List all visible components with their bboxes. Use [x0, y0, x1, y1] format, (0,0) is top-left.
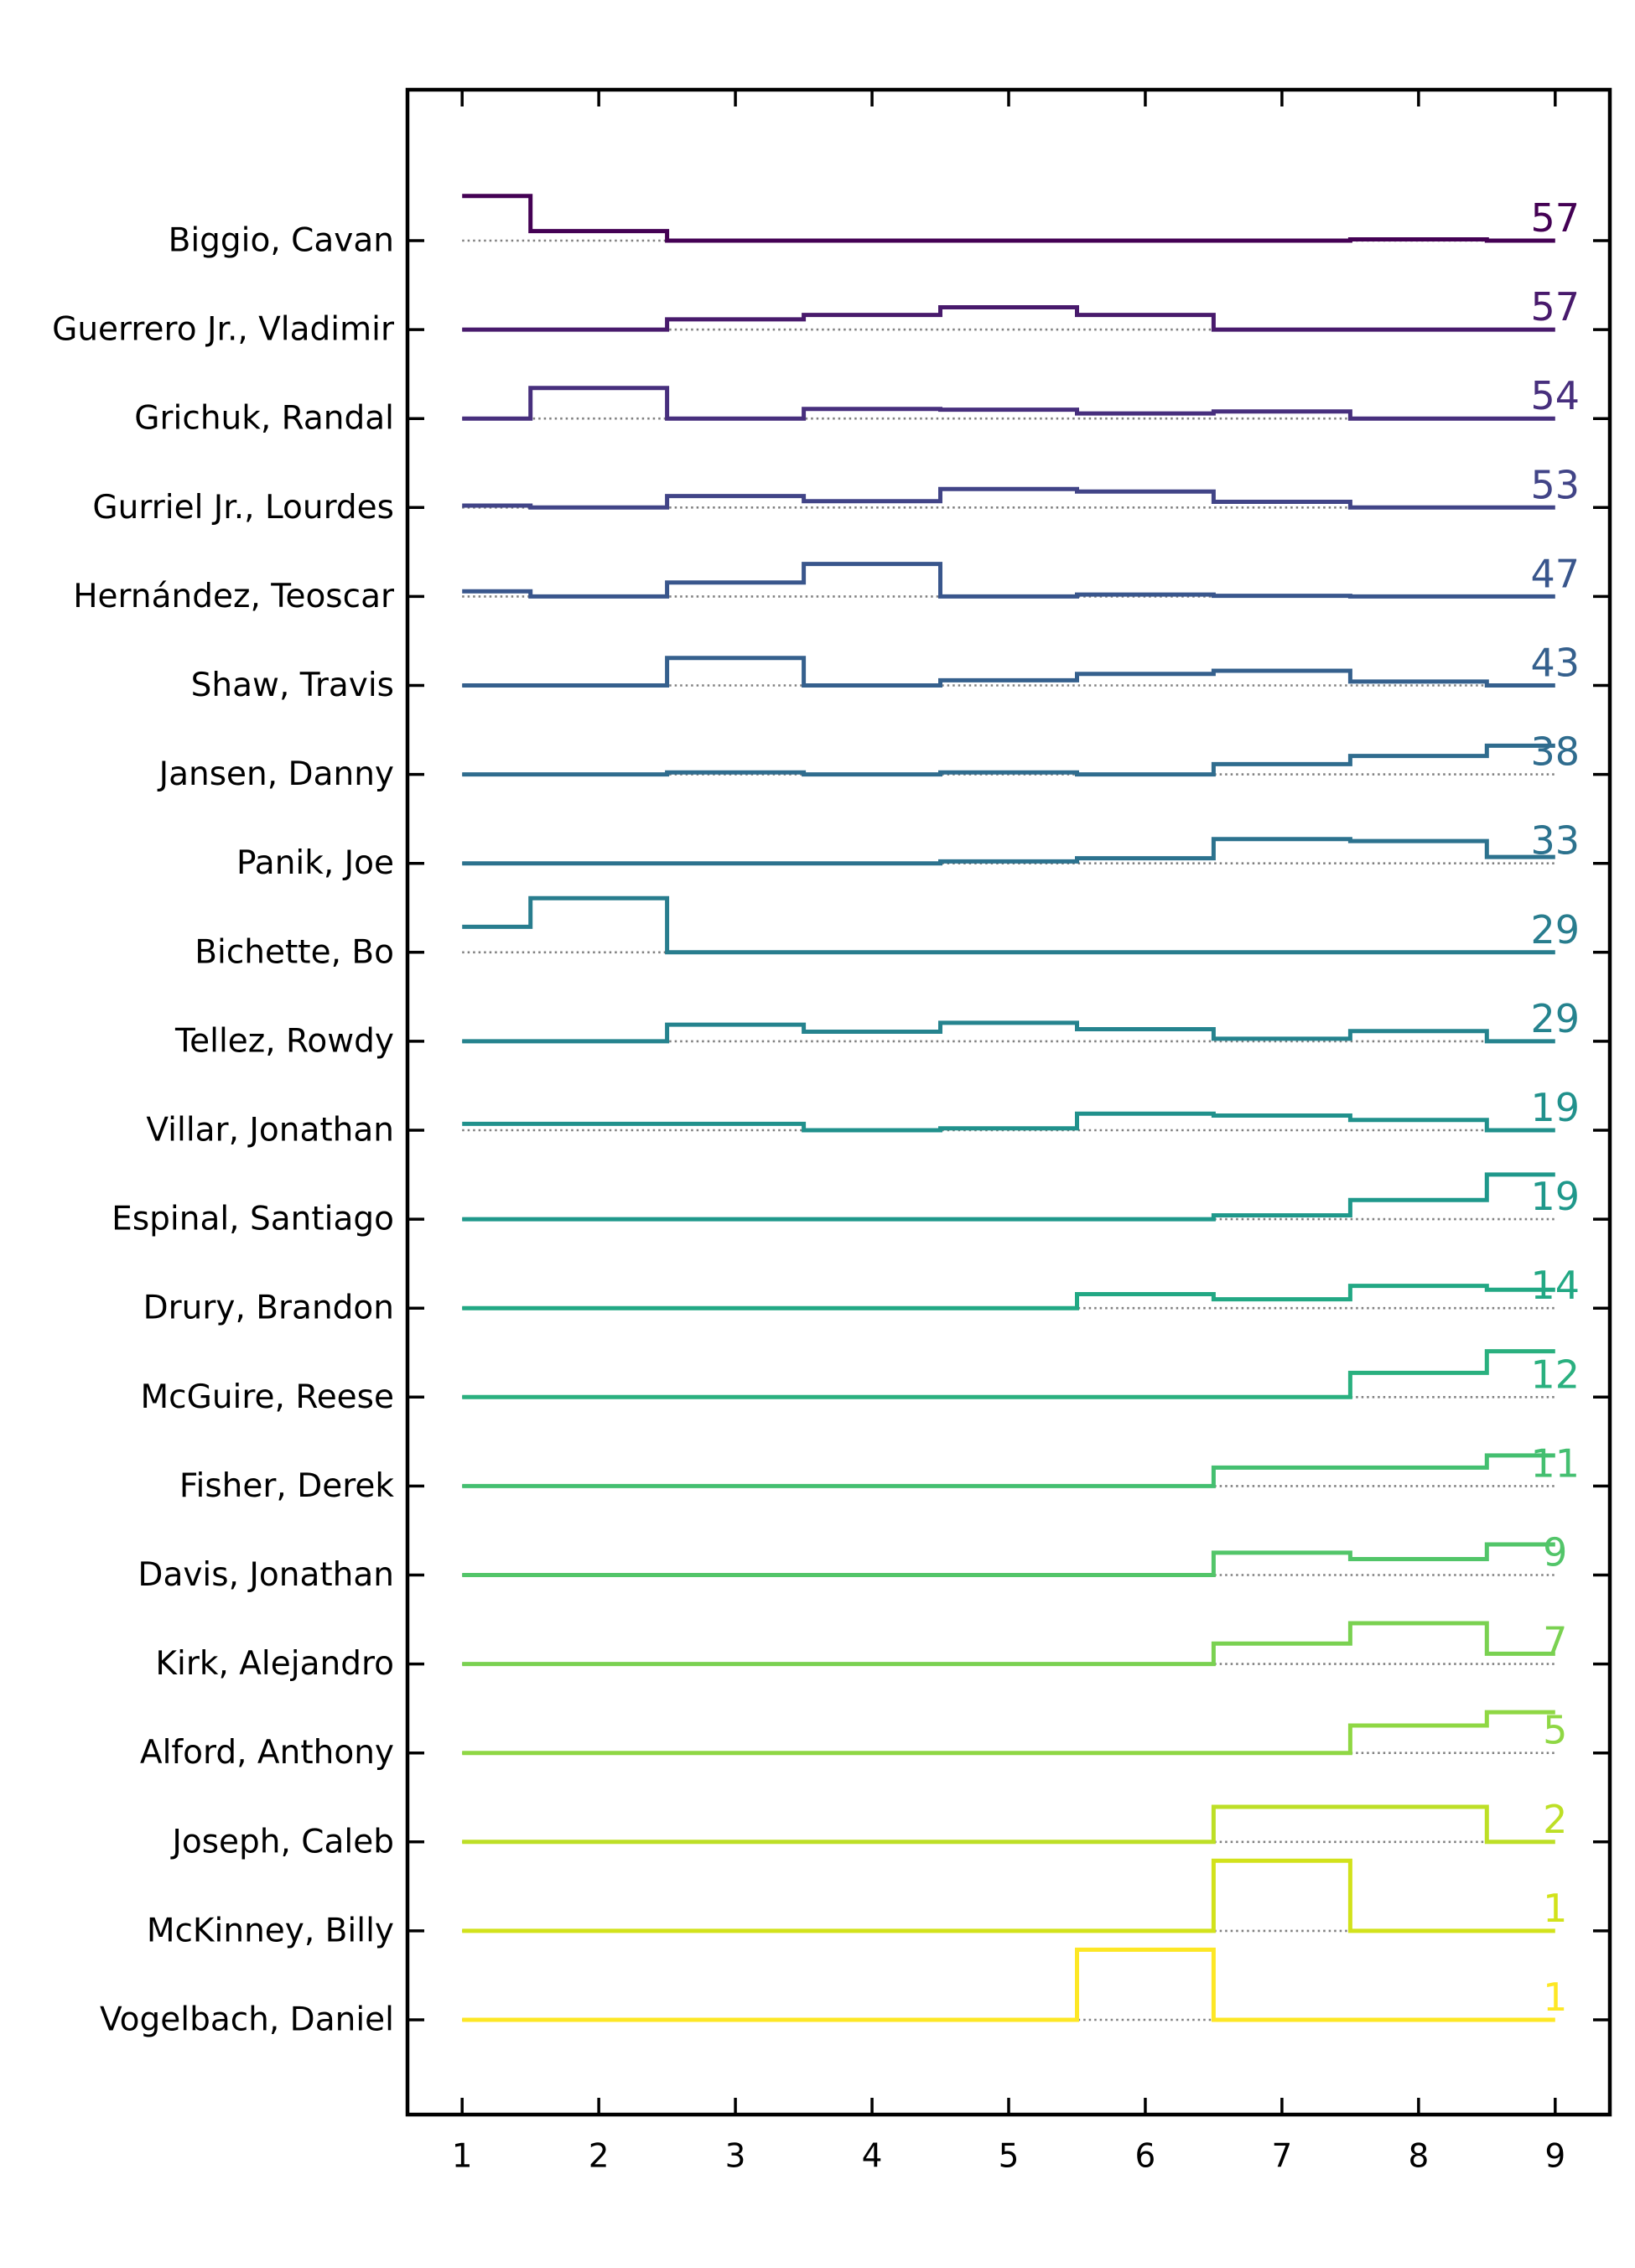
series-line — [462, 486, 1555, 510]
series-line — [462, 837, 1555, 866]
x-tick-label: 9 — [1544, 2138, 1565, 2176]
series-line — [462, 743, 1555, 777]
series-total-label: 33 — [1531, 818, 1580, 864]
y-tick-label: Grichuk, Randal — [134, 400, 394, 438]
y-tick-label: McKinney, Billy — [147, 1912, 394, 1949]
series-total-label: 14 — [1531, 1263, 1580, 1308]
y-tick-label: Jansen, Danny — [157, 755, 394, 793]
series-total-label: 5 — [1543, 1708, 1567, 1753]
y-tick-label: Panik, Joe — [236, 844, 394, 882]
series-total-label: 1 — [1543, 1975, 1567, 2020]
y-tick-label: Gurriel Jr., Lourdes — [92, 489, 394, 527]
series-line — [462, 1710, 1555, 1756]
series-total-label: 19 — [1531, 1085, 1580, 1130]
series-line — [462, 1542, 1555, 1577]
series-total-label: 53 — [1531, 462, 1580, 507]
series-line — [462, 895, 1555, 955]
y-tick-label: Alford, Anthony — [140, 1734, 394, 1772]
series-total-label: 1 — [1543, 1886, 1567, 1931]
series-line — [462, 1111, 1555, 1133]
x-tick-label: 8 — [1408, 2138, 1429, 2176]
series-total-label: 19 — [1531, 1174, 1580, 1219]
x-tick-label: 4 — [862, 2138, 883, 2176]
series-total-label: 12 — [1531, 1352, 1580, 1397]
x-tick-label: 1 — [452, 2138, 473, 2176]
series-total-label: 29 — [1531, 907, 1580, 952]
series-line — [462, 1947, 1555, 2022]
series-total-label: 9 — [1543, 1530, 1567, 1575]
y-tick-label: Shaw, Travis — [191, 667, 394, 704]
y-tick-label: Vogelbach, Daniel — [100, 2001, 394, 2039]
y-tick-label: Bichette, Bo — [195, 933, 394, 971]
y-tick-label: Tellez, Rowdy — [174, 1022, 394, 1060]
series-line — [462, 1020, 1555, 1044]
series-total-label: 11 — [1531, 1440, 1580, 1486]
y-tick-label: Fisher, Derek — [179, 1467, 394, 1505]
series-line — [462, 1858, 1555, 1933]
series-line — [462, 1349, 1555, 1399]
axes-layer — [405, 87, 1612, 2117]
x-tick-label: 3 — [725, 2138, 746, 2176]
series-total-label: 2 — [1543, 1797, 1567, 1842]
series-line — [462, 1284, 1555, 1310]
y-tick-label: McGuire, Reese — [141, 1378, 394, 1416]
y-tick-label: Kirk, Alejandro — [155, 1645, 394, 1683]
y-tick-label: Villar, Jonathan — [146, 1112, 394, 1150]
series-line — [462, 656, 1555, 688]
y-tick-label: Guerrero Jr., Vladimir — [52, 311, 395, 349]
series-line — [462, 1621, 1555, 1667]
series-line — [462, 1804, 1555, 1845]
y-tick-label: Biggio, Cavan — [169, 222, 394, 260]
x-tick-label: 2 — [589, 2138, 610, 2176]
series-total-label: 57 — [1531, 284, 1580, 330]
y-tick-label: Hernández, Teoscar — [73, 578, 395, 615]
series-total-label: 47 — [1531, 551, 1580, 596]
y-tick-label: Drury, Brandon — [143, 1290, 394, 1327]
series-total-label: 38 — [1531, 729, 1580, 775]
y-tick-label: Davis, Jonathan — [138, 1556, 394, 1594]
series-line — [462, 386, 1555, 421]
series-total-label: 57 — [1531, 195, 1580, 241]
x-tick-label: 5 — [999, 2138, 1020, 2176]
series-total-label: 43 — [1531, 641, 1580, 686]
series-line — [462, 305, 1555, 332]
series-total-label: 7 — [1543, 1619, 1567, 1664]
series-total-label: 29 — [1531, 996, 1580, 1041]
series-total-label: 54 — [1531, 373, 1580, 418]
series-line — [462, 562, 1555, 599]
y-tick-label: Espinal, Santiago — [112, 1201, 394, 1238]
series-line — [462, 1172, 1555, 1222]
series-line — [462, 194, 1555, 243]
series-line — [462, 1453, 1555, 1488]
x-tick-label: 6 — [1135, 2138, 1156, 2176]
y-tick-label: Joseph, Caleb — [169, 1823, 394, 1861]
series-layer — [462, 194, 1555, 2022]
x-tick-label: 7 — [1271, 2138, 1292, 2176]
